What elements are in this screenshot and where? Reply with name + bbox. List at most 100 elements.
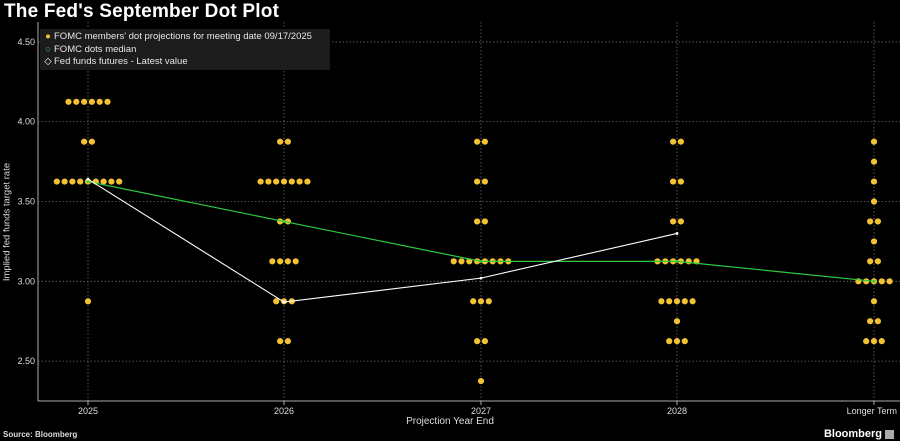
y-tick-label: 2.50 [17,356,35,366]
dot-point [867,218,874,225]
dot-point [81,98,88,105]
dot-point [477,298,485,305]
dot-point [69,178,76,185]
dot-point [867,258,874,265]
dot-point [867,318,874,325]
dot-point [65,98,72,105]
y-tick-label: 3.50 [17,197,35,207]
dot-point [265,178,272,185]
y-tick-label: 4.50 [17,37,35,47]
dot-point [458,258,465,265]
bloomberg-logo: Bloomberg [824,428,894,440]
dot-point [104,98,111,105]
x-axis-label: Projection Year End [406,416,494,427]
dot-point [863,338,870,345]
dot-point [296,178,303,185]
dot-point [277,138,284,145]
dot-point [273,178,280,185]
dot-point [886,278,893,285]
futures-line [87,178,678,303]
median-point [282,219,286,223]
legend-item-dots: ● FOMC members' dot projections for meet… [44,31,326,44]
dot-point [673,338,681,345]
median-line [87,180,875,282]
dot-point [863,278,870,285]
dot-point [474,218,481,225]
dot-point [870,338,878,345]
source-note: Source: Bloomberg [3,430,78,439]
chart-title: The Fed's September Dot Plot [4,1,280,22]
brand-square-icon [885,429,894,439]
dot-point [284,138,291,145]
dot-point [677,138,685,145]
dot-point [677,218,685,225]
dot-point [870,198,878,205]
dot-point [677,178,685,185]
y-tick-label: 4.00 [17,117,35,127]
dot-point [61,178,68,185]
dot-point [108,178,115,185]
x-tick-label: 2028 [667,406,687,416]
dot-point [280,178,288,185]
dot-point [273,298,280,305]
dot-point [670,178,677,185]
dot-point [870,238,878,245]
median-point [86,180,90,184]
legend-circle-icon: ○ [45,43,51,55]
x-tick-label: 2027 [471,406,491,416]
legend-item-futures: ◇ Fed funds futures - Latest value [44,56,326,69]
dot-point [666,338,673,345]
dot-point [474,178,481,185]
dot-point [100,178,107,185]
median-point [872,279,876,283]
legend-item-median: ○ FOMC dots median [44,44,326,57]
x-tick-label: Longer Term [847,406,897,416]
median-point [675,259,679,263]
y-axis-label: Implied fed funds target rate [1,162,13,282]
dot-point [673,318,681,325]
dot-point [673,298,681,305]
dot-point [77,178,84,185]
dot-point [73,98,80,105]
x-tick-label: 2025 [78,406,98,416]
dot-point [681,338,688,345]
dot-projections [53,58,893,385]
dot-point [81,138,88,145]
dot-point [874,318,882,325]
dot-point [874,258,882,265]
brand-label: Bloomberg [823,428,882,440]
axes: 2.50 3.00 3.50 4.00 4.50 2025 2026 2027 2028 Long… [17,22,900,416]
dot-point [870,138,878,145]
dot-point [481,338,488,345]
dot-point [53,178,60,185]
legend-label-median: FOMC dots median [54,43,137,55]
dot-point [116,178,123,185]
dot-point [874,218,882,225]
dot-point [277,338,284,345]
series-lines [86,177,876,304]
dot-point [670,138,677,145]
legend-label-futures: Fed funds futures - Latest value [54,56,188,67]
futures-point [86,177,90,181]
dot-point [481,138,488,145]
median-point [479,259,483,263]
dot-point [481,178,488,185]
legend-diamond-icon: ◇ [44,56,52,67]
dot-point [450,258,457,265]
dot-point [474,138,481,145]
dot-point [878,278,885,285]
dot-point [681,298,688,305]
dot-point [284,258,291,265]
y-tick-label: 3.00 [17,276,35,286]
dot-point [658,298,665,305]
legend-dot-icon: ● [45,31,51,42]
legend-label-dots: FOMC members' dot projections for meetin… [54,31,312,42]
dot-point [481,218,488,225]
dot-point [485,298,492,305]
dot-point [84,298,92,305]
dot-point [870,178,878,185]
dot-point [96,98,103,105]
dot-point [269,258,276,265]
dot-point [685,258,692,265]
dot-point [284,338,291,345]
